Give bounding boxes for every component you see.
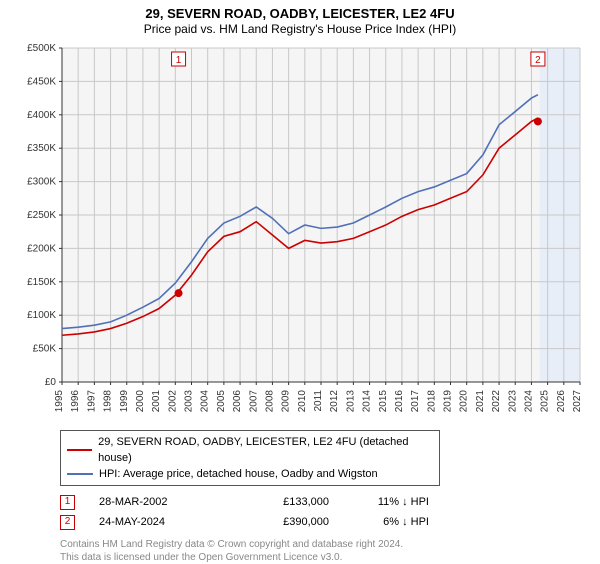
legend-swatch bbox=[67, 449, 92, 451]
svg-text:2012: 2012 bbox=[329, 390, 340, 413]
svg-text:2000: 2000 bbox=[135, 390, 146, 413]
legend-label: HPI: Average price, detached house, Oadb… bbox=[99, 466, 378, 482]
chart: £0 £50K £100K £150K £200K £250K £300K £350K £400… bbox=[10, 42, 590, 422]
svg-text:£450K: £450K bbox=[27, 76, 56, 87]
svg-text:2007: 2007 bbox=[248, 390, 259, 413]
svg-text:2001: 2001 bbox=[151, 390, 162, 413]
marker-price: £390,000 bbox=[229, 512, 329, 532]
svg-text:2008: 2008 bbox=[264, 390, 275, 413]
footnote-line: Contains HM Land Registry data © Crown c… bbox=[60, 538, 592, 551]
svg-text:2003: 2003 bbox=[184, 390, 195, 413]
svg-text:£150K: £150K bbox=[27, 277, 56, 288]
chart-svg: £0 £50K £100K £150K £200K £250K £300K £350K £400… bbox=[10, 42, 590, 422]
svg-text:£300K: £300K bbox=[27, 177, 56, 188]
svg-text:£250K: £250K bbox=[27, 210, 56, 221]
svg-text:2027: 2027 bbox=[572, 390, 583, 413]
svg-text:£200K: £200K bbox=[27, 243, 56, 254]
svg-text:1998: 1998 bbox=[103, 390, 114, 413]
legend-swatch bbox=[67, 473, 93, 475]
svg-text:2005: 2005 bbox=[216, 390, 227, 413]
legend: 29, SEVERN ROAD, OADBY, LEICESTER, LE2 4… bbox=[60, 430, 440, 486]
svg-text:1995: 1995 bbox=[54, 390, 65, 413]
marker-row: 2 24-MAY-2024 £390,000 6% ↓ HPI bbox=[60, 512, 592, 532]
footnote: Contains HM Land Registry data © Crown c… bbox=[60, 538, 592, 564]
svg-text:2002: 2002 bbox=[167, 390, 178, 413]
svg-text:2019: 2019 bbox=[443, 390, 454, 413]
marker-badge: 1 bbox=[60, 495, 75, 510]
marker-delta: 6% ↓ HPI bbox=[329, 512, 429, 532]
svg-text:2018: 2018 bbox=[426, 390, 437, 413]
svg-text:£350K: £350K bbox=[27, 143, 56, 154]
svg-text:2022: 2022 bbox=[491, 390, 502, 413]
chart-subtitle: Price paid vs. HM Land Registry's House … bbox=[8, 22, 592, 36]
svg-text:2026: 2026 bbox=[556, 390, 567, 413]
svg-text:2009: 2009 bbox=[281, 390, 292, 413]
svg-text:£0: £0 bbox=[45, 377, 57, 388]
svg-text:1: 1 bbox=[176, 55, 182, 66]
legend-label: 29, SEVERN ROAD, OADBY, LEICESTER, LE2 4… bbox=[98, 434, 433, 466]
svg-text:2016: 2016 bbox=[394, 390, 405, 413]
marker-date: 28-MAR-2002 bbox=[99, 492, 229, 512]
svg-text:1999: 1999 bbox=[119, 390, 130, 413]
svg-text:2014: 2014 bbox=[362, 390, 373, 413]
svg-text:2023: 2023 bbox=[507, 390, 518, 413]
svg-text:2010: 2010 bbox=[297, 390, 308, 413]
svg-text:£100K: £100K bbox=[27, 310, 56, 321]
legend-item: HPI: Average price, detached house, Oadb… bbox=[67, 466, 433, 482]
svg-text:2024: 2024 bbox=[523, 390, 534, 413]
chart-container: 29, SEVERN ROAD, OADBY, LEICESTER, LE2 4… bbox=[0, 0, 600, 560]
svg-text:£400K: £400K bbox=[27, 110, 56, 121]
marker-price: £133,000 bbox=[229, 492, 329, 512]
svg-text:2020: 2020 bbox=[459, 390, 470, 413]
marker-delta: 11% ↓ HPI bbox=[329, 492, 429, 512]
marker-list: 1 28-MAR-2002 £133,000 11% ↓ HPI 2 24-MA… bbox=[60, 492, 592, 532]
legend-item: 29, SEVERN ROAD, OADBY, LEICESTER, LE2 4… bbox=[67, 434, 433, 466]
footnote-line: This data is licensed under the Open Gov… bbox=[60, 551, 592, 564]
svg-text:1996: 1996 bbox=[70, 390, 81, 413]
svg-text:1997: 1997 bbox=[86, 390, 97, 413]
svg-text:2017: 2017 bbox=[410, 390, 421, 413]
svg-text:2: 2 bbox=[535, 55, 541, 66]
svg-text:2021: 2021 bbox=[475, 390, 486, 413]
marker-row: 1 28-MAR-2002 £133,000 11% ↓ HPI bbox=[60, 492, 592, 512]
svg-text:2006: 2006 bbox=[232, 390, 243, 413]
svg-text:£500K: £500K bbox=[27, 43, 56, 54]
marker-date: 24-MAY-2024 bbox=[99, 512, 229, 532]
chart-title: 29, SEVERN ROAD, OADBY, LEICESTER, LE2 4… bbox=[8, 6, 592, 21]
svg-text:2025: 2025 bbox=[540, 390, 551, 413]
marker-badge: 2 bbox=[60, 515, 75, 530]
svg-text:2004: 2004 bbox=[200, 390, 211, 413]
svg-text:2013: 2013 bbox=[345, 390, 356, 413]
svg-text:2015: 2015 bbox=[378, 390, 389, 413]
svg-text:2011: 2011 bbox=[313, 390, 324, 412]
svg-text:£50K: £50K bbox=[33, 344, 57, 355]
